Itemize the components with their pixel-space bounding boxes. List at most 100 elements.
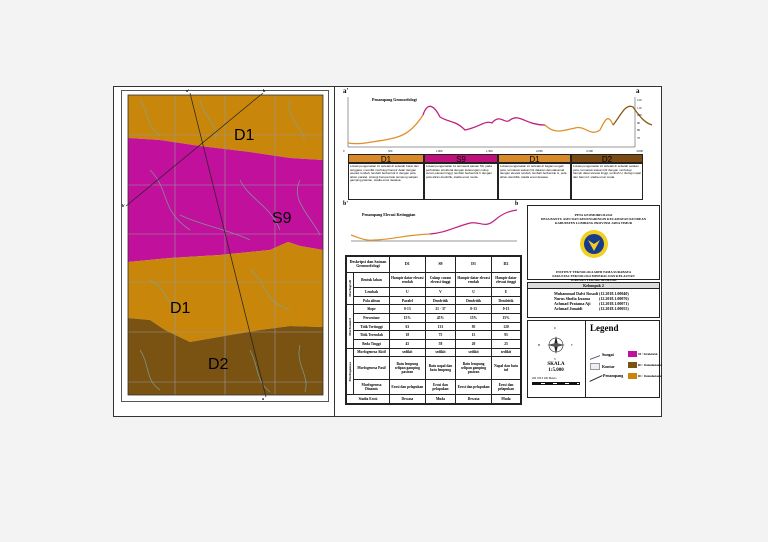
- cell: Hampir datar elevasi rendah: [455, 271, 492, 289]
- profile-x-axis: 0 500 1,000 1,500 2,000 2,500 3,000: [343, 149, 643, 153]
- scale-bar: [532, 382, 580, 385]
- unit-area-s9: [128, 138, 323, 262]
- cell: 15: [455, 330, 492, 340]
- header-cell: D1: [455, 256, 492, 273]
- cell: Batu napal dan batu lempung: [424, 356, 457, 380]
- section-label-a: a: [262, 396, 264, 401]
- legend-swatch-d1: [628, 373, 637, 379]
- x-tick: 1,500: [485, 149, 493, 153]
- department-name: JURUSAN TEKNIK GEOLOGI: [570, 278, 617, 282]
- cell: Dewasa: [455, 394, 492, 404]
- elevation-title: Penampang Elevasi Ketinggian: [362, 212, 416, 217]
- row-label: Morfogenesa Aktif: [353, 347, 390, 358]
- profile-line-d2: [612, 105, 653, 126]
- x-tick: 3,000: [636, 149, 643, 153]
- cell: sedikit: [424, 347, 457, 358]
- faculty-name: FAKULTAS TEKNOLOGI MINERAL DAN KELAUTAN: [552, 274, 635, 278]
- map-label-d2: D2: [208, 356, 229, 373]
- y-tick: 70: [637, 135, 640, 140]
- legend-item-river: Sungai: [602, 352, 614, 357]
- map-label-d1-north: D1: [234, 127, 255, 144]
- cell: Batu lempung selipan gamping pasiran: [388, 356, 426, 380]
- cell: 25: [490, 338, 522, 349]
- legend-item-contour: Kontur: [602, 364, 615, 369]
- row-label: Pola aliran: [353, 295, 390, 306]
- section-label-b-prime: b': [122, 203, 126, 208]
- unit-strip-d2: D2: [571, 154, 643, 164]
- table-header-row: Deskripsi dan Satuan Geomorfologi D1 S9 …: [346, 256, 522, 273]
- member-id: (12.2018.1.00076): [599, 296, 629, 301]
- cell: U: [490, 287, 522, 297]
- member-id: (12.2018.1.00055): [599, 306, 629, 311]
- scale-bar-labels: 200 100 0 200 Meters: [532, 377, 557, 380]
- cell: sedikit: [388, 347, 426, 358]
- table-row: Morfometri Slope 0-13 21 - 37 0-13 0-13: [346, 304, 522, 349]
- unit-description-s9: Lokasi pengamatan ini termasuk satuan S9…: [424, 163, 498, 200]
- map-subtitle: DESA BANYU ASIN DAN KEDUNGRINGIN KECAMAT…: [540, 217, 647, 221]
- member-name: Nurus Shofia Izzama: [554, 296, 591, 301]
- row-label: Persentase: [353, 313, 390, 323]
- unit-description-d1-west: Lokasi pengamatan ini terletak di sebela…: [348, 163, 424, 200]
- compass-west: B: [538, 343, 541, 347]
- section-label-b: b: [263, 88, 266, 93]
- cell: Napal dan batu tuf: [490, 356, 522, 380]
- elevation-end-label: b: [515, 201, 519, 207]
- group-label: Morfometri: [348, 317, 352, 336]
- legend-unit-d1: D1 : Denudasional: [638, 374, 662, 378]
- section-label-a-prime: a': [186, 88, 190, 93]
- legend-block: [527, 320, 660, 398]
- unit-description-d1-east: Lokasi pengamatan ini terletak di bagian…: [498, 163, 571, 200]
- section-line-b: [125, 92, 264, 207]
- x-tick: 0: [343, 149, 345, 153]
- group-block: Kelompok 2 Muhammad Dalvi Rosadi(12.2018…: [527, 282, 660, 318]
- institution-logo: [579, 230, 608, 258]
- header-cell: D1: [388, 256, 426, 273]
- map-label-s9: S9: [272, 210, 292, 227]
- unit-area-d2: [128, 318, 323, 395]
- map-label-d1-south: D1: [170, 300, 191, 317]
- cell: 15%: [455, 313, 492, 323]
- unit-strip-d1-west: D1: [348, 154, 424, 164]
- unit-description-d2: Lokasi pengamatan ini terletak di sebela…: [571, 163, 643, 200]
- x-tick: 2,000: [536, 149, 543, 153]
- unit-strip-s9: S9: [424, 154, 498, 164]
- geomorphology-table: Deskripsi dan Satuan Geomorfologi D1 S9 …: [345, 255, 522, 405]
- header-cell: Deskripsi dan Satuan Geomorfologi: [346, 256, 390, 273]
- cell: 58: [424, 338, 457, 349]
- north-arrow-icon: [547, 336, 565, 354]
- header-cell: D2: [490, 256, 522, 273]
- member-name: Achmad Pratama Aji: [554, 301, 591, 306]
- table-footer-row: Stadia Erosi Dewasa Muda Dewasa Muda: [346, 394, 522, 404]
- table-row: Persentase 15% 45% 15% 15%: [347, 313, 522, 323]
- cell: 18: [388, 330, 426, 340]
- table-row: Morfogenesa Dinamis Erosi dan pelapukan Er…: [347, 378, 522, 396]
- cell: Paralel: [388, 295, 426, 306]
- elevation-profile: [350, 209, 518, 242]
- header-cell: S9: [424, 256, 457, 273]
- table-row: Morfografi Bentuk lahan Hampir datar eleva…: [346, 271, 522, 306]
- group-label: Morfogenesa: [348, 361, 352, 382]
- y-tick: 90: [637, 120, 640, 125]
- legend-item-section: Penampang: [603, 373, 624, 378]
- legend-swatch-d2: [628, 362, 637, 368]
- cell: 133: [424, 321, 457, 332]
- cell: 63: [388, 321, 426, 332]
- contour-symbol-icon: [590, 363, 600, 370]
- compass-south: S: [554, 357, 556, 361]
- river-lines: [139, 99, 321, 393]
- cell: Hampir datar elevasi rendah: [388, 271, 426, 289]
- profile-y-axis: 120 110 100 90 80 70: [637, 97, 642, 142]
- title-block: PETA GEOMORFOLOGI DESA BANYU ASIN DAN KE…: [527, 205, 660, 282]
- member-id: (12.2018.1.00040): [599, 291, 629, 296]
- cell: Muda: [490, 394, 522, 404]
- cell: Dendritik: [455, 295, 492, 306]
- member-id: (12.2018.1.00071): [599, 301, 629, 306]
- cell: 0-13: [388, 304, 426, 315]
- map-title: PETA GEOMORFOLOGI: [574, 213, 613, 217]
- institution-name: INSTITUT TEKNOLOGI ADHI TAMA SURABAYA: [555, 270, 632, 274]
- cell: U: [388, 287, 426, 297]
- cell: V: [424, 287, 457, 297]
- member-name: Muhammad Dalvi Rosadi: [554, 291, 599, 296]
- profile-title: Penampang Geomorfologi: [372, 97, 417, 102]
- x-tick: 2,500: [586, 149, 593, 153]
